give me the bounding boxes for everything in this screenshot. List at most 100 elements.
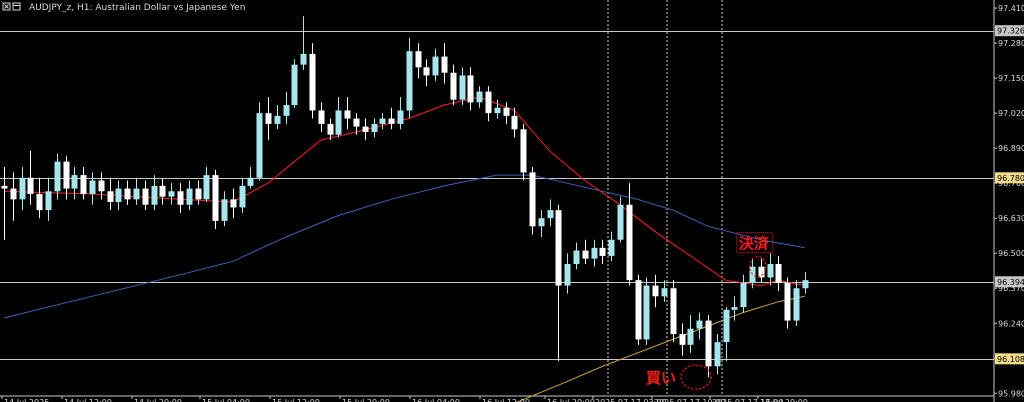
candle-body[interactable] [186,188,193,205]
candle-body[interactable] [318,110,325,124]
candle-body[interactable] [459,75,466,100]
candle-body[interactable] [520,129,527,173]
candle-body[interactable] [27,177,34,194]
price-tick-label: 96.630 [998,214,1024,223]
candle-body[interactable] [159,185,166,197]
candle-body[interactable] [679,334,686,345]
candle-body[interactable] [784,282,791,321]
candle-body[interactable] [124,188,131,200]
candle-body[interactable] [432,56,439,76]
candle-body[interactable] [327,123,334,135]
candle-body[interactable] [344,110,351,119]
moving-average-long-line [516,295,805,402]
candle-body[interactable] [265,113,272,124]
candle-body[interactable] [582,250,589,259]
candle-body[interactable] [10,188,17,200]
candle-body[interactable] [203,175,210,200]
candle-body[interactable] [168,191,175,197]
candle-body[interactable] [415,51,422,68]
candle-body[interactable] [230,199,237,208]
candle-body[interactable] [740,282,747,308]
candle-body[interactable] [371,123,378,132]
candle-body[interactable] [564,264,571,286]
candle-body[interactable] [291,64,298,106]
candle-body[interactable] [467,75,474,103]
candle-body[interactable] [591,247,598,259]
candle-body[interactable] [450,72,457,100]
candle-body[interactable] [555,210,562,286]
candle-body[interactable] [151,185,158,205]
candle-body[interactable] [670,288,677,335]
candle-body[interactable] [599,247,606,256]
candle-body[interactable] [195,188,202,200]
candle-body[interactable] [353,118,360,127]
candle-body[interactable] [775,264,782,283]
candle-body[interactable] [626,204,633,281]
candle-body[interactable] [705,320,712,367]
candle-body[interactable] [494,107,501,114]
candle-body[interactable] [749,266,756,283]
candle-body[interactable] [300,53,307,65]
candle-body[interactable] [397,110,404,124]
candle-body[interactable] [511,115,518,130]
candle-body[interactable] [476,91,483,103]
candle-body[interactable] [212,175,219,221]
candle-body[interactable] [45,191,52,211]
candle-body[interactable] [107,191,114,203]
candle-body[interactable] [247,177,254,186]
candle-body[interactable] [485,91,492,114]
candle-body[interactable] [274,115,281,124]
candle-body[interactable] [573,250,580,264]
chart-series[interactable] [1,16,809,402]
candle-body[interactable] [714,342,721,367]
candle-body[interactable] [723,309,730,343]
candle-body[interactable] [731,307,738,310]
candle-body[interactable] [388,118,395,124]
candle-body[interactable] [661,288,668,297]
candle-body[interactable] [19,177,26,200]
candle-body[interactable] [177,191,184,205]
candle-body[interactable] [36,193,43,211]
candle-body[interactable] [441,56,448,73]
candle-body[interactable] [133,188,140,200]
price-level-badge [995,25,1024,37]
candle-body[interactable] [767,264,774,278]
candle-body[interactable] [617,204,624,240]
candle-body[interactable] [793,288,800,321]
candle-body[interactable] [423,67,430,76]
candle-body[interactable] [335,110,342,135]
price-axis[interactable]: 97.410 97.280 97.150 97.020 96.890 96.760 96.6… [994,4,1024,398]
candle-body[interactable] [239,185,246,208]
candle-body[interactable] [221,199,228,221]
candle-body[interactable] [54,161,61,192]
candle-body[interactable] [696,320,703,329]
candle-body[interactable] [71,175,78,189]
exit-marker-ring [749,256,767,278]
candle-body[interactable] [529,172,536,227]
candle-body[interactable] [802,280,809,289]
candle-body[interactable] [256,113,263,178]
candle-body[interactable] [758,266,765,278]
candle-body[interactable] [635,280,642,340]
candle-body[interactable] [283,105,290,116]
candle-body[interactable] [608,239,615,256]
candle-body[interactable] [63,161,70,189]
candle-body[interactable] [89,180,96,194]
candle-body[interactable] [1,185,8,189]
candle-body[interactable] [309,53,316,111]
candle-body[interactable] [652,285,659,297]
candle-body[interactable] [503,107,510,116]
candle-body[interactable] [406,51,413,111]
candle-body[interactable] [538,218,545,227]
candle-body[interactable] [379,118,386,124]
candle-body[interactable] [687,328,694,345]
candle-body[interactable] [115,188,122,203]
candle-body[interactable] [362,126,369,132]
candle-body[interactable] [142,188,149,205]
candle-body[interactable] [547,210,554,219]
candle-body[interactable] [98,180,105,192]
candle-body[interactable] [80,175,87,194]
candle-body[interactable] [643,285,650,340]
time-axis[interactable]: 14 Jul 2025 14 Jul 12:00 14 Jul 20:00 15 Ju… [1,396,808,402]
